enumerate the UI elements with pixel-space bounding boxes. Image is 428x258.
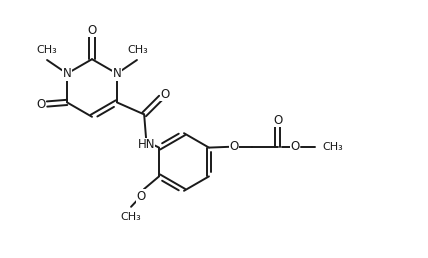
Text: O: O xyxy=(36,98,45,110)
Text: O: O xyxy=(273,114,282,127)
Text: O: O xyxy=(229,140,238,153)
Text: O: O xyxy=(160,88,169,101)
Text: O: O xyxy=(87,24,97,37)
Text: N: N xyxy=(113,67,121,80)
Text: CH₃: CH₃ xyxy=(128,45,148,55)
Text: CH₃: CH₃ xyxy=(121,212,141,222)
Text: O: O xyxy=(290,140,300,153)
Text: CH₃: CH₃ xyxy=(322,142,343,152)
Text: HN: HN xyxy=(137,138,155,151)
Text: O: O xyxy=(137,189,146,203)
Text: CH₃: CH₃ xyxy=(36,45,56,55)
Text: N: N xyxy=(62,67,71,80)
